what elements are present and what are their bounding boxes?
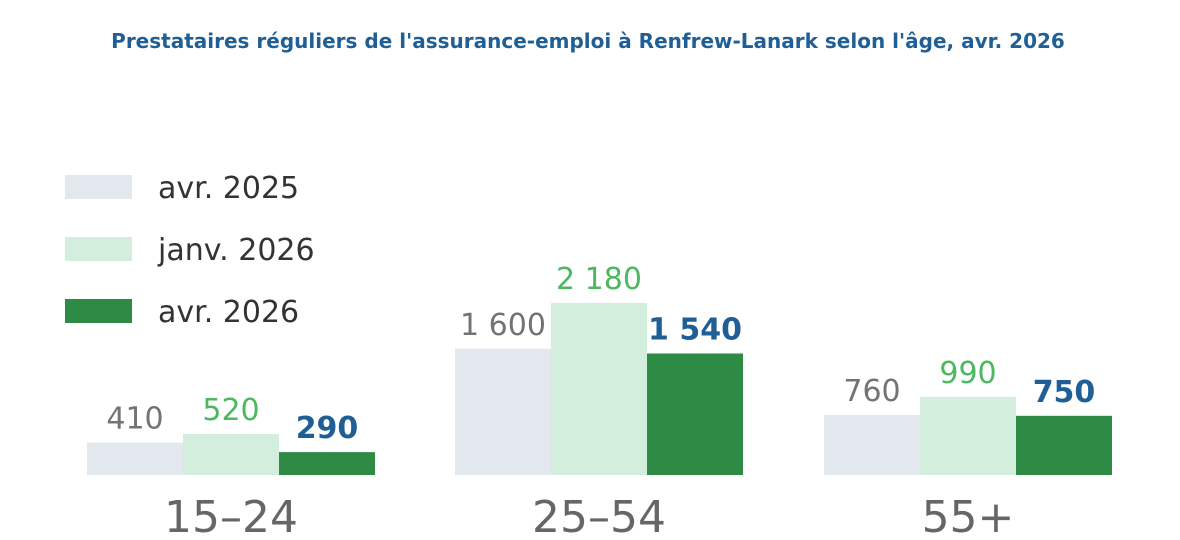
value-label-55-janv-2026: 990	[939, 356, 996, 391]
legend-swatch-janv-2026	[65, 237, 132, 261]
value-label-15-24-avr-2026: 290	[296, 411, 359, 446]
category-label-15-24: 15–24	[164, 492, 298, 540]
bar-15-24-avr-2026	[279, 452, 375, 475]
legend-label-janv-2026: janv. 2026	[157, 233, 315, 268]
category-label-55: 55+	[922, 492, 1015, 540]
bar-25-54-avr-2026	[647, 353, 743, 475]
legend-label-avr-2026: avr. 2026	[158, 295, 299, 330]
legend: avr. 2025 janv. 2026 avr. 2026	[65, 171, 315, 330]
bar-15-24-avr-2025	[87, 442, 183, 475]
value-label-55-avr-2026: 750	[1033, 375, 1096, 410]
bar-15-24-janv-2026	[183, 433, 279, 475]
chart-title: Prestataires réguliers de l'assurance-em…	[111, 29, 1065, 53]
value-label-25-54-avr-2025: 1 600	[460, 308, 546, 343]
value-label-25-54-janv-2026: 2 180	[556, 262, 642, 297]
bar-25-54-avr-2025	[455, 348, 551, 475]
legend-swatch-avr-2026	[65, 299, 132, 323]
bar-55-janv-2026	[920, 396, 1016, 475]
category-labels: 15–24 25–54 55+	[164, 492, 1014, 540]
bar-55-avr-2026	[1016, 415, 1112, 475]
bars	[87, 303, 1112, 475]
value-label-25-54-avr-2026: 1 540	[648, 312, 742, 347]
value-label-15-24-avr-2025: 410	[106, 402, 163, 437]
category-label-25-54: 25–54	[532, 492, 666, 540]
legend-label-avr-2025: avr. 2025	[158, 171, 299, 206]
bar-55-avr-2025	[824, 415, 920, 475]
bar-25-54-janv-2026	[551, 303, 647, 475]
legend-swatch-avr-2025	[65, 175, 132, 199]
value-label-15-24-janv-2026: 520	[202, 393, 259, 428]
value-label-55-avr-2025: 760	[843, 374, 900, 409]
